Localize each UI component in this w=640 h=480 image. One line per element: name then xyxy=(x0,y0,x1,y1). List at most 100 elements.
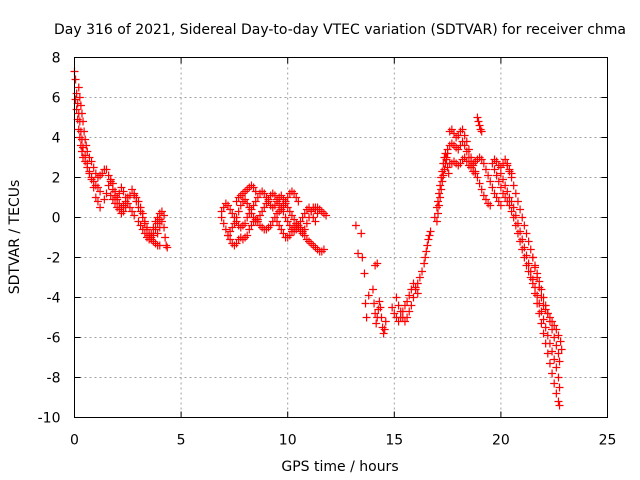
data-point xyxy=(516,205,525,214)
data-point xyxy=(241,219,250,228)
data-point xyxy=(375,297,384,306)
data-point xyxy=(362,313,371,322)
data-point xyxy=(413,279,422,288)
data-point xyxy=(132,197,141,206)
data-point xyxy=(394,301,403,310)
data-point xyxy=(520,221,529,230)
data-point xyxy=(556,337,565,346)
data-point xyxy=(75,93,84,102)
data-point xyxy=(490,165,499,174)
data-point xyxy=(420,259,429,268)
data-point xyxy=(157,217,166,226)
data-point xyxy=(509,181,518,190)
data-point xyxy=(533,291,542,300)
data-point xyxy=(479,159,488,168)
y-tick-label: 8 xyxy=(52,51,61,67)
data-point xyxy=(442,153,451,162)
data-point xyxy=(503,187,512,196)
data-point xyxy=(475,121,484,130)
data-point xyxy=(77,109,86,118)
plot-frame xyxy=(74,57,608,418)
data-point xyxy=(496,183,505,192)
data-point xyxy=(522,229,531,238)
data-point xyxy=(360,269,369,278)
data-point xyxy=(516,227,525,236)
y-tick-label: -6 xyxy=(47,331,61,347)
data-point xyxy=(464,145,473,154)
data-point xyxy=(418,267,427,276)
data-point xyxy=(539,329,548,338)
data-point xyxy=(492,171,501,180)
data-point xyxy=(545,339,554,348)
data-point xyxy=(219,219,228,228)
data-point xyxy=(245,203,254,212)
data-point xyxy=(513,197,522,206)
data-point xyxy=(104,171,113,180)
data-point xyxy=(535,299,544,308)
data-point xyxy=(548,347,557,356)
data-point xyxy=(311,217,320,226)
data-point xyxy=(370,299,379,308)
data-point xyxy=(426,227,435,236)
data-point xyxy=(319,245,328,254)
data-point xyxy=(555,383,564,392)
data-point xyxy=(494,177,503,186)
data-point xyxy=(425,231,434,240)
data-point xyxy=(484,171,493,180)
data-point xyxy=(403,297,412,306)
data-point xyxy=(89,183,98,192)
data-point xyxy=(354,249,363,258)
data-point xyxy=(74,83,83,92)
data-point xyxy=(476,125,485,134)
data-point xyxy=(539,315,548,324)
data-point xyxy=(518,213,527,222)
y-tick-label: 4 xyxy=(52,131,61,147)
data-point xyxy=(437,185,446,194)
data-point xyxy=(528,253,537,262)
data-point xyxy=(358,253,367,262)
data-point xyxy=(368,285,377,294)
data-point xyxy=(496,169,505,178)
data-point xyxy=(511,189,520,198)
data-point xyxy=(82,141,91,150)
data-point xyxy=(411,285,420,294)
data-point xyxy=(488,183,497,192)
data-point xyxy=(533,273,542,282)
data-points xyxy=(70,67,566,410)
data-point xyxy=(121,203,130,212)
data-point xyxy=(444,169,453,178)
data-point xyxy=(96,203,105,212)
data-point xyxy=(364,291,373,300)
data-point xyxy=(87,175,96,184)
data-point xyxy=(496,201,505,210)
data-point xyxy=(421,253,430,262)
data-point xyxy=(251,187,260,196)
data-point xyxy=(440,165,449,174)
data-point xyxy=(294,197,303,206)
data-point xyxy=(460,131,469,140)
data-point xyxy=(163,243,172,252)
data-point xyxy=(140,219,149,228)
data-point xyxy=(351,221,360,230)
data-point xyxy=(550,355,559,364)
data-point xyxy=(379,329,388,338)
data-point xyxy=(145,235,154,244)
data-point xyxy=(415,273,424,282)
data-point xyxy=(537,307,546,316)
data-point xyxy=(436,193,445,202)
data-point xyxy=(554,397,563,406)
data-point xyxy=(130,191,139,200)
data-point xyxy=(524,259,533,268)
data-point xyxy=(279,207,288,216)
data-point xyxy=(75,133,84,142)
data-point xyxy=(434,209,443,218)
data-point xyxy=(513,219,522,228)
data-point xyxy=(81,135,90,144)
data-point xyxy=(424,235,433,244)
data-point xyxy=(486,201,495,210)
data-point xyxy=(524,237,533,246)
grid-lines xyxy=(74,57,608,418)
y-axis-label: SDTVAR / TECUs xyxy=(7,180,23,295)
data-point xyxy=(160,223,169,232)
